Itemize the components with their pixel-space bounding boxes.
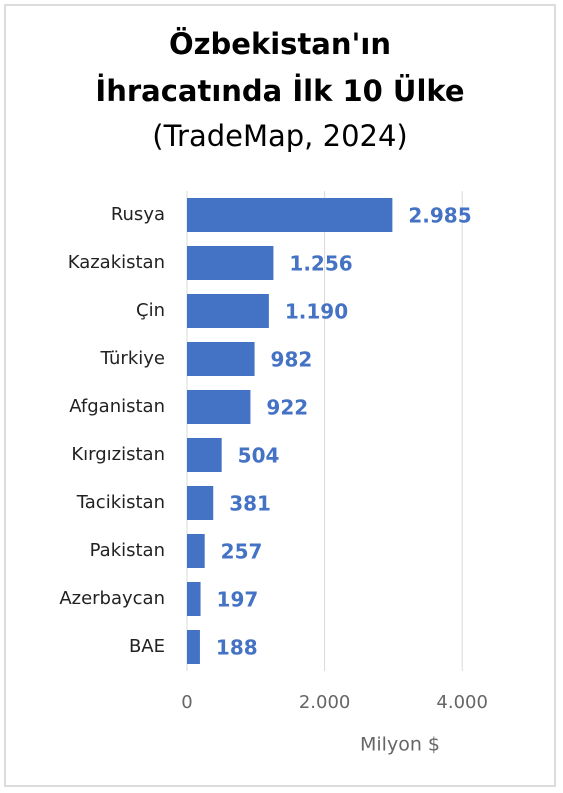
bar [187,342,255,376]
data-label: 257 [221,540,263,564]
bar [187,486,214,520]
data-label: 2.985 [408,204,471,228]
y-tick-label: Tacikistan [76,492,165,513]
y-tick-label: Azerbaycan [59,588,165,609]
data-label: 188 [216,636,258,660]
x-tick-label: 4.000 [436,692,488,713]
chart-subtitle: (TradeMap, 2024) [152,119,407,153]
data-label: 1.190 [285,300,348,324]
y-tick-label: Afganistan [69,396,165,417]
bar [187,438,222,472]
data-label: 1.256 [289,252,352,276]
y-tick-label: Rusya [111,204,165,225]
x-tick-label: 2.000 [299,692,351,713]
bar [187,198,393,232]
y-tick-label: Kazakistan [68,252,165,273]
bar [187,390,251,424]
bar [187,246,274,280]
y-tick-label: Çin [136,300,165,321]
chart-title: Özbekistan'ın [169,27,391,61]
data-label: 922 [266,396,308,420]
data-label: 982 [271,348,313,372]
y-tick-label: Pakistan [90,540,165,561]
x-tick-label: 0 [181,692,192,713]
y-tick-label: Türkiye [100,348,166,369]
bar [187,582,201,616]
bar [187,630,200,664]
y-tick-label: BAE [129,636,165,657]
chart-frame [4,4,556,787]
y-tick-label: Kırgızistan [71,444,165,465]
data-label: 504 [238,444,280,468]
bar [187,534,205,568]
data-label: 197 [217,588,259,612]
data-label: 381 [229,492,271,516]
chart-title: İhracatında İlk 10 Ülke [95,74,464,108]
bar [187,294,269,328]
x-axis-label: Milyon $ [360,734,440,756]
